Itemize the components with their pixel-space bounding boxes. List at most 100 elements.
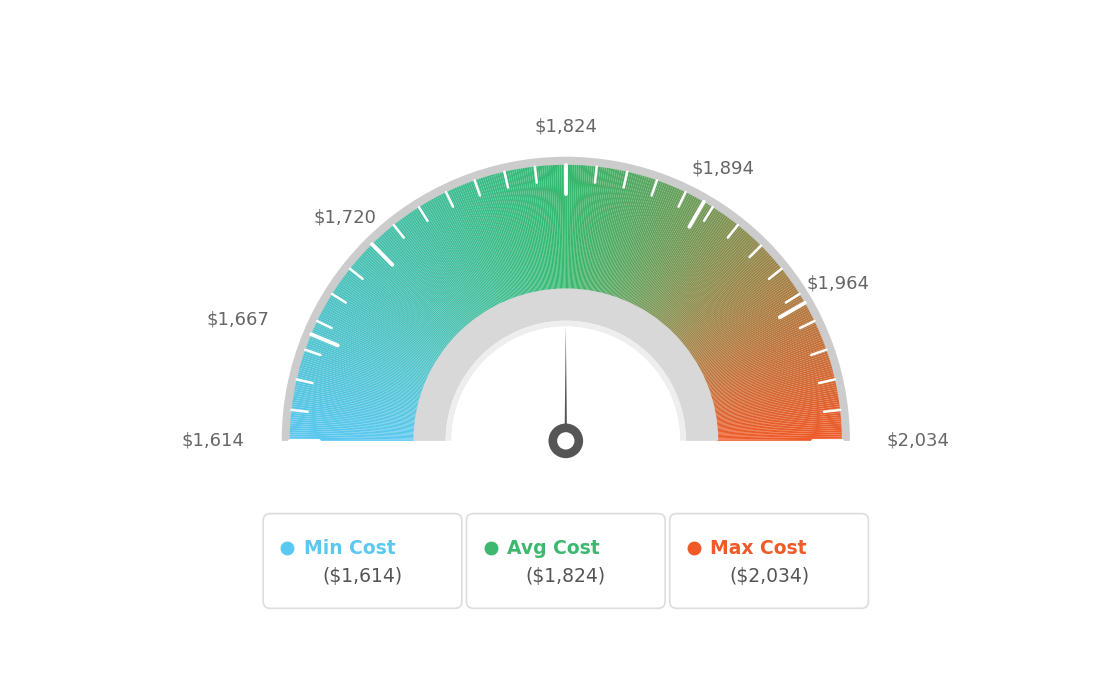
Wedge shape bbox=[337, 283, 443, 357]
Wedge shape bbox=[660, 226, 743, 325]
Wedge shape bbox=[604, 173, 639, 296]
Wedge shape bbox=[562, 164, 564, 290]
Wedge shape bbox=[417, 206, 487, 314]
Wedge shape bbox=[625, 186, 676, 303]
Wedge shape bbox=[714, 397, 840, 419]
Wedge shape bbox=[346, 271, 447, 350]
Wedge shape bbox=[497, 172, 530, 295]
Text: $1,614: $1,614 bbox=[182, 432, 245, 450]
Text: ($1,614): ($1,614) bbox=[322, 567, 403, 586]
Wedge shape bbox=[654, 217, 731, 320]
Wedge shape bbox=[369, 245, 459, 335]
Wedge shape bbox=[309, 335, 427, 384]
Wedge shape bbox=[696, 302, 807, 366]
Wedge shape bbox=[508, 170, 535, 294]
Circle shape bbox=[558, 432, 574, 449]
Wedge shape bbox=[704, 333, 821, 384]
Wedge shape bbox=[296, 376, 420, 407]
Wedge shape bbox=[289, 417, 416, 429]
Wedge shape bbox=[353, 261, 452, 344]
Wedge shape bbox=[715, 428, 842, 435]
Wedge shape bbox=[686, 275, 788, 352]
Wedge shape bbox=[667, 236, 754, 331]
Wedge shape bbox=[340, 278, 444, 353]
Wedge shape bbox=[291, 402, 417, 421]
Wedge shape bbox=[490, 173, 527, 296]
Wedge shape bbox=[598, 170, 628, 295]
Wedge shape bbox=[305, 345, 425, 390]
Wedge shape bbox=[307, 341, 426, 388]
Wedge shape bbox=[425, 201, 490, 312]
FancyBboxPatch shape bbox=[263, 513, 461, 609]
Wedge shape bbox=[370, 244, 460, 335]
Wedge shape bbox=[639, 199, 703, 310]
Wedge shape bbox=[710, 366, 834, 401]
Wedge shape bbox=[684, 271, 786, 350]
Wedge shape bbox=[290, 411, 416, 426]
Wedge shape bbox=[293, 393, 418, 416]
Wedge shape bbox=[297, 372, 421, 404]
Wedge shape bbox=[298, 368, 421, 402]
Wedge shape bbox=[414, 208, 485, 315]
Wedge shape bbox=[628, 189, 683, 305]
Wedge shape bbox=[688, 279, 793, 355]
Wedge shape bbox=[618, 181, 664, 300]
Wedge shape bbox=[688, 278, 792, 353]
Wedge shape bbox=[595, 169, 622, 294]
Wedge shape bbox=[361, 253, 456, 339]
Bar bbox=[265, 441, 867, 614]
Wedge shape bbox=[599, 171, 630, 295]
Wedge shape bbox=[326, 299, 436, 366]
Wedge shape bbox=[668, 237, 755, 331]
Wedge shape bbox=[620, 182, 668, 302]
Wedge shape bbox=[697, 306, 809, 368]
Wedge shape bbox=[376, 237, 464, 331]
Wedge shape bbox=[512, 168, 538, 293]
Wedge shape bbox=[692, 293, 802, 362]
Wedge shape bbox=[335, 287, 440, 358]
Wedge shape bbox=[560, 164, 563, 290]
Wedge shape bbox=[713, 387, 838, 413]
Wedge shape bbox=[471, 179, 516, 299]
Wedge shape bbox=[678, 256, 774, 342]
Wedge shape bbox=[715, 434, 843, 438]
Wedge shape bbox=[715, 426, 842, 434]
Wedge shape bbox=[350, 266, 449, 347]
Wedge shape bbox=[522, 167, 543, 293]
Wedge shape bbox=[687, 276, 790, 353]
Wedge shape bbox=[520, 167, 542, 293]
Wedge shape bbox=[626, 186, 678, 304]
Wedge shape bbox=[293, 391, 418, 415]
Wedge shape bbox=[614, 178, 656, 299]
Wedge shape bbox=[693, 296, 804, 364]
Wedge shape bbox=[290, 404, 417, 422]
Wedge shape bbox=[295, 378, 420, 408]
Wedge shape bbox=[358, 256, 454, 342]
Wedge shape bbox=[715, 417, 842, 429]
Wedge shape bbox=[708, 349, 828, 392]
Wedge shape bbox=[607, 175, 645, 297]
Wedge shape bbox=[325, 302, 436, 366]
Text: $1,720: $1,720 bbox=[314, 208, 376, 226]
Wedge shape bbox=[601, 171, 633, 295]
Wedge shape bbox=[696, 299, 806, 366]
Wedge shape bbox=[458, 185, 508, 303]
Wedge shape bbox=[297, 370, 421, 404]
Wedge shape bbox=[602, 172, 635, 295]
Wedge shape bbox=[715, 422, 842, 431]
Text: Max Cost: Max Cost bbox=[710, 539, 807, 558]
Wedge shape bbox=[713, 393, 839, 416]
Wedge shape bbox=[446, 321, 686, 441]
Wedge shape bbox=[712, 378, 837, 408]
Wedge shape bbox=[680, 261, 778, 344]
Wedge shape bbox=[317, 317, 432, 375]
Wedge shape bbox=[714, 402, 840, 421]
Wedge shape bbox=[699, 313, 813, 373]
Wedge shape bbox=[669, 239, 757, 332]
Wedge shape bbox=[672, 245, 763, 335]
Wedge shape bbox=[305, 347, 425, 391]
Wedge shape bbox=[385, 228, 469, 326]
Wedge shape bbox=[703, 328, 820, 381]
Wedge shape bbox=[571, 164, 576, 290]
Wedge shape bbox=[327, 298, 437, 364]
